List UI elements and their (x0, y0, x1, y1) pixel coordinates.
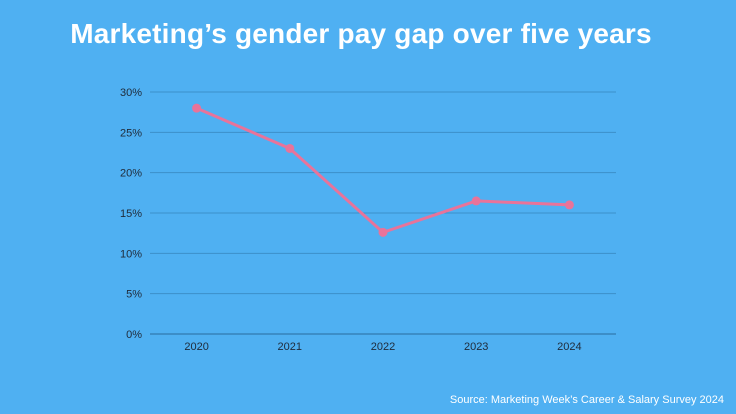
y-tick-label: 20% (120, 168, 142, 180)
x-tick-label: 2022 (371, 341, 395, 353)
y-tick-label: 5% (126, 289, 142, 301)
y-tick-label: 25% (120, 127, 142, 139)
source-note: Source: Marketing Week’s Career & Salary… (449, 394, 724, 406)
x-tick-label: 2024 (557, 341, 581, 353)
y-tick-label: 15% (120, 208, 142, 220)
y-tick-label: 10% (120, 248, 142, 260)
y-tick-label: 30% (120, 87, 142, 99)
data-point (285, 143, 295, 153)
data-point (192, 103, 202, 113)
y-tick-label: 0% (126, 329, 142, 341)
x-tick-label: 2021 (278, 341, 302, 353)
series (192, 103, 574, 237)
x-axis-ticks: 2020 2021 2022 2023 2024 (184, 341, 581, 353)
data-point (471, 196, 481, 206)
x-tick-label: 2020 (184, 341, 208, 353)
series-line (195, 106, 571, 234)
data-point (564, 200, 574, 210)
y-axis-ticks: 0% 5% 10% 15% 20% 25% 30% (120, 87, 142, 341)
gridlines (150, 91, 616, 295)
chart-title: Marketing’s gender pay gap over five yea… (70, 18, 652, 49)
x-tick-label: 2023 (464, 341, 488, 353)
data-point (378, 227, 388, 237)
